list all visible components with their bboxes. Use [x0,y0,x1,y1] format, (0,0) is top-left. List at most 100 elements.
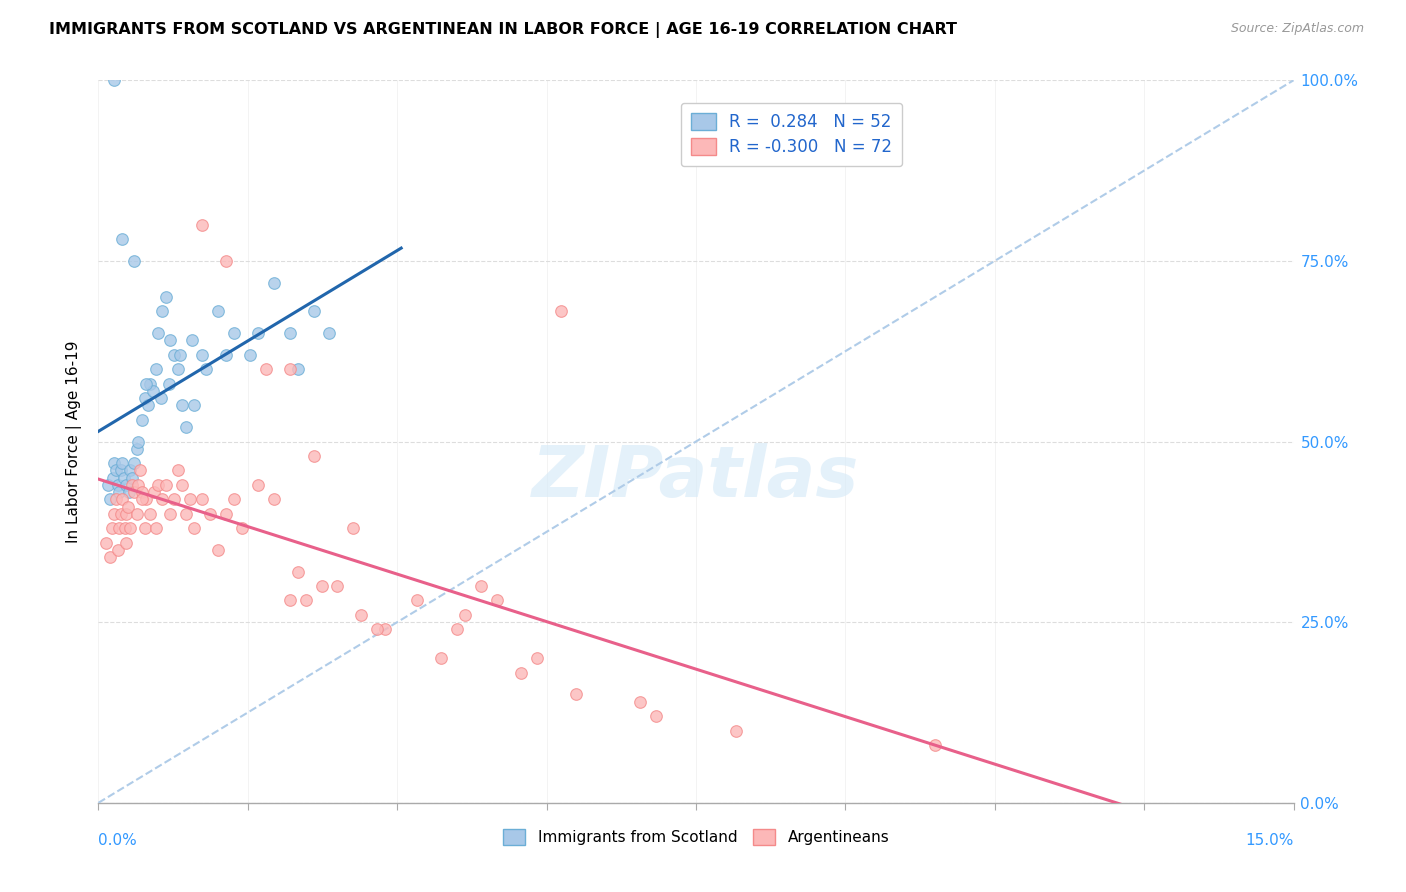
Point [645,709,668,723]
Point [565,687,588,701]
Point [263,276,285,290]
Point [159,334,181,348]
Point [155,478,177,492]
Point [118,485,141,500]
Point [131,413,153,427]
Text: 15.0%: 15.0% [1246,833,1294,848]
Point [191,492,214,507]
Point [101,521,124,535]
Point [326,579,349,593]
Point [195,362,218,376]
Point [96,535,118,549]
Point [163,348,186,362]
Point [278,362,301,376]
Point [108,521,131,535]
Point [120,521,142,535]
Point [550,304,572,318]
Point [454,607,477,622]
Point [198,507,221,521]
Point [174,420,197,434]
Point [191,218,214,232]
Point [724,723,747,738]
Point [104,492,127,507]
Point [98,492,122,507]
Point [222,492,245,507]
Point [239,348,262,362]
Point [526,651,548,665]
Point [103,456,125,470]
Point [167,362,190,376]
Point [127,434,149,449]
Point [125,442,148,456]
Point [183,521,205,535]
Point [215,348,238,362]
Text: ZIPatlas: ZIPatlas [533,443,859,512]
Point [124,485,146,500]
Point [278,593,301,607]
Point [101,471,124,485]
Point [150,304,173,318]
Point [254,362,277,376]
Point [430,651,453,665]
Text: 0.0%: 0.0% [98,833,138,848]
Point [215,253,238,268]
Point [311,579,333,593]
Point [117,500,139,514]
Point [115,507,138,521]
Point [111,456,134,470]
Legend: Immigrants from Scotland, Argentineans: Immigrants from Scotland, Argentineans [495,822,897,853]
Point [134,391,156,405]
Point [148,478,170,492]
Point [111,232,134,246]
Point [104,463,127,477]
Point [108,485,131,500]
Point [183,398,205,412]
Point [103,507,125,521]
Point [366,623,388,637]
Point [150,492,173,507]
Point [124,253,146,268]
Point [924,738,946,752]
Point [509,665,531,680]
Point [127,478,149,492]
Point [131,485,153,500]
Point [128,463,150,477]
Point [179,492,201,507]
Point [145,362,167,376]
Point [143,485,166,500]
Point [124,456,146,470]
Point [174,507,197,521]
Point [350,607,373,622]
Point [135,492,157,507]
Point [107,478,129,492]
Point [145,521,167,535]
Point [121,471,143,485]
Y-axis label: In Labor Force | Age 16-19: In Labor Force | Age 16-19 [66,340,83,543]
Point [287,362,309,376]
Point [485,593,508,607]
Point [159,507,181,521]
Point [163,492,186,507]
Point [139,376,162,391]
Point [107,542,129,557]
Point [149,391,172,405]
Point [470,579,492,593]
Point [207,542,229,557]
Point [98,550,121,565]
Point [374,623,396,637]
Point [263,492,285,507]
Point [628,695,651,709]
Point [172,398,194,412]
Point [172,478,194,492]
Point [114,521,136,535]
Point [134,521,156,535]
Point [246,326,269,341]
Point [446,623,468,637]
Point [207,304,229,318]
Point [191,348,214,362]
Point [169,348,191,362]
Point [148,326,170,341]
Point [302,304,325,318]
Text: Source: ZipAtlas.com: Source: ZipAtlas.com [1230,22,1364,36]
Point [181,334,204,348]
